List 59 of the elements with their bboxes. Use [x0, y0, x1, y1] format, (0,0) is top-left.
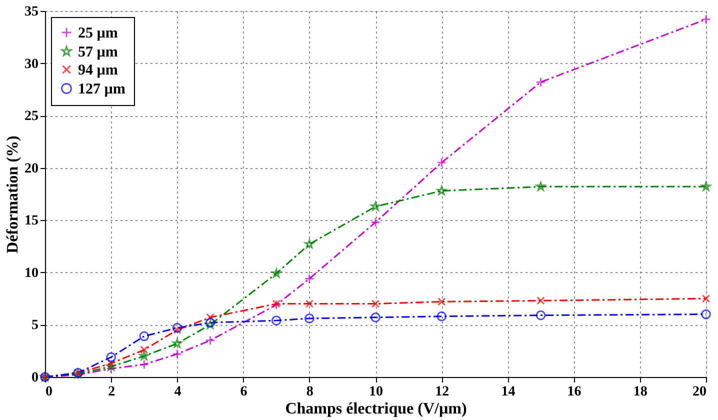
y-tick-label: 0 [32, 370, 38, 386]
point [173, 326, 182, 334]
legend-label: 25 µm [78, 26, 118, 42]
x-tick-label: 6 [240, 384, 248, 400]
point [271, 316, 282, 326]
x-tick-label: 8 [306, 384, 314, 400]
point [438, 298, 446, 306]
x-tick-label: 10 [369, 384, 383, 400]
x-tick-label: 20 [692, 384, 706, 400]
point [139, 360, 150, 370]
y-tick-label: 5 [32, 318, 38, 334]
point [106, 364, 116, 374]
point [536, 296, 545, 305]
point [371, 300, 380, 308]
point [172, 322, 182, 333]
x-tick-label: 12 [435, 384, 450, 400]
point [206, 313, 214, 322]
y-tick-label: 20 [24, 161, 38, 176]
y-tick-label: 10 [24, 266, 38, 281]
point [701, 14, 711, 24]
x-tick-label: 14 [501, 384, 516, 400]
point [304, 239, 314, 248]
point [436, 186, 446, 195]
y-tick-label: 30 [24, 56, 38, 72]
point [701, 182, 711, 191]
point [139, 331, 150, 342]
point [370, 312, 380, 322]
point [205, 335, 216, 346]
point [140, 346, 148, 354]
point [436, 311, 447, 322]
point [436, 158, 447, 168]
y-axis-title: Déformation (%) [4, 136, 22, 254]
point [370, 202, 380, 211]
point [272, 268, 282, 278]
point [702, 294, 710, 303]
legend-label: 94 µm [78, 62, 118, 78]
point [106, 362, 116, 371]
point [536, 77, 546, 88]
point [304, 314, 314, 324]
point [172, 338, 182, 348]
point [139, 351, 149, 360]
x-axis-title: Champs électrique (V/µm) [285, 400, 467, 418]
point [304, 274, 314, 284]
y-tick-label: 15 [24, 214, 38, 229]
point [701, 309, 711, 320]
y-tick-label: 35 [24, 4, 38, 20]
x-tick-label: 18 [633, 384, 648, 400]
x-tick-label: 16 [567, 384, 582, 400]
legend-label: 127 µm [78, 82, 126, 98]
x-tick-label: 2 [108, 384, 116, 400]
point [305, 300, 314, 308]
y-tick-label: 25 [24, 109, 38, 124]
point [536, 310, 546, 320]
x-tick-label: 0 [46, 384, 52, 400]
point [370, 217, 380, 228]
point [106, 352, 116, 362]
point [172, 349, 182, 359]
x-tick-label: 4 [174, 384, 182, 400]
legend-label: 57 µm [78, 44, 118, 60]
